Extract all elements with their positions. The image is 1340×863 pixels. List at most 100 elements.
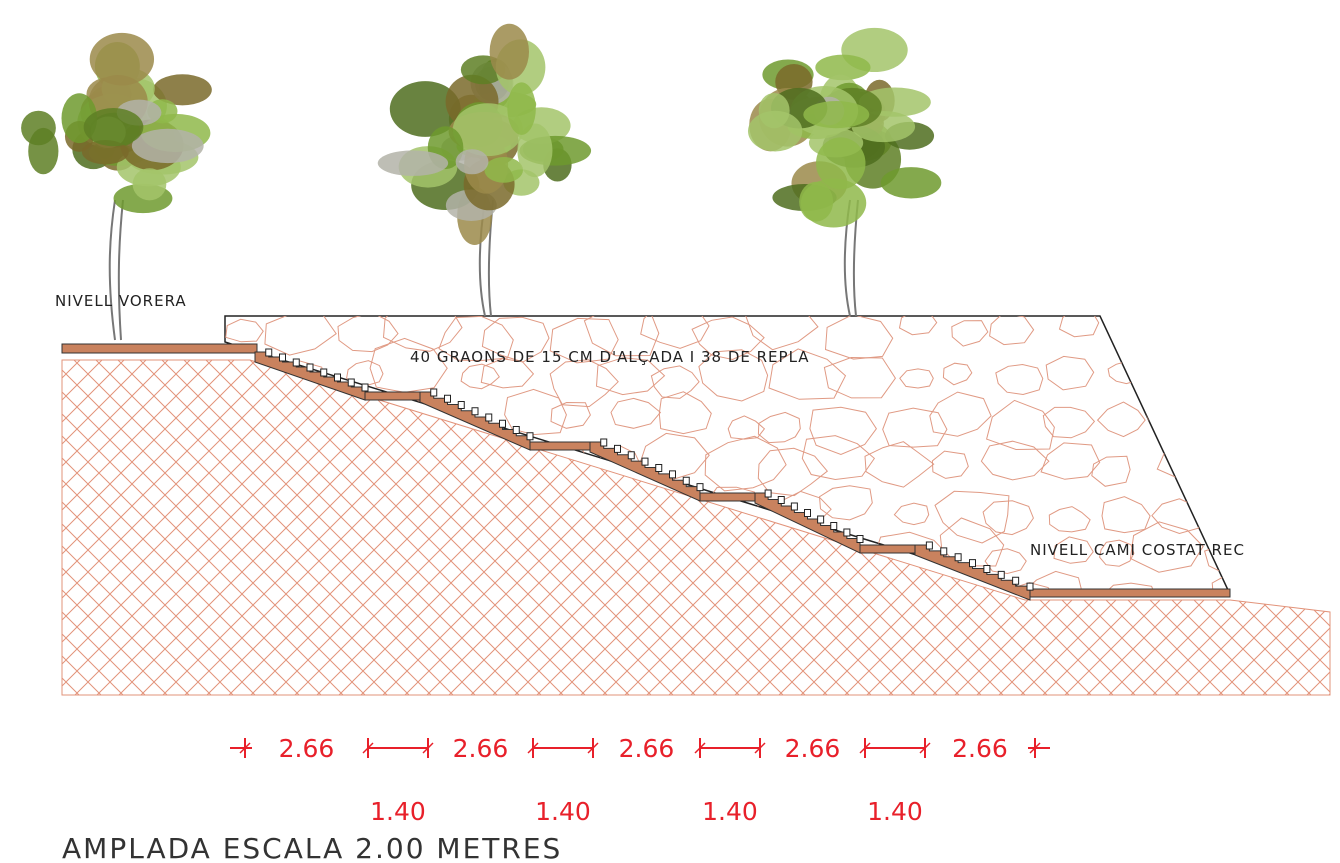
step-nosing bbox=[485, 413, 493, 422]
stone bbox=[745, 316, 819, 351]
step-nosing bbox=[526, 432, 534, 441]
landing-dimension: 1.40 bbox=[867, 797, 923, 826]
stone bbox=[882, 407, 948, 448]
stone bbox=[1100, 582, 1158, 590]
stone bbox=[899, 368, 934, 389]
trunk bbox=[117, 199, 124, 341]
foliage bbox=[484, 157, 524, 183]
stone bbox=[1042, 406, 1096, 439]
stone bbox=[438, 316, 514, 362]
stone bbox=[346, 360, 384, 386]
step-nosing bbox=[512, 426, 520, 434]
foliage bbox=[815, 137, 866, 190]
step-nosing bbox=[279, 353, 286, 362]
stone bbox=[809, 406, 878, 456]
stone bbox=[225, 318, 264, 343]
stone bbox=[480, 358, 535, 389]
foliage bbox=[507, 82, 536, 135]
stone bbox=[1099, 539, 1135, 567]
trunk bbox=[108, 199, 116, 341]
stone bbox=[995, 363, 1044, 396]
step-nosing bbox=[641, 457, 649, 466]
foliage bbox=[803, 101, 870, 129]
flight-dimension: 2.66 bbox=[453, 734, 509, 763]
stone bbox=[550, 401, 591, 429]
stone bbox=[801, 435, 876, 481]
foliage bbox=[799, 181, 834, 222]
flight-dimension: 2.66 bbox=[952, 734, 1008, 763]
flight-dimension: 2.66 bbox=[785, 734, 841, 763]
foliage bbox=[815, 54, 871, 81]
stone bbox=[1216, 400, 1228, 429]
dim-tick bbox=[694, 742, 706, 754]
foliage bbox=[89, 32, 155, 86]
foliage bbox=[153, 74, 212, 106]
step-nosing bbox=[764, 489, 772, 498]
stone bbox=[650, 365, 700, 399]
step-nosing bbox=[1012, 576, 1020, 585]
step-nosing bbox=[925, 541, 933, 550]
stone bbox=[638, 432, 710, 483]
stone bbox=[1021, 570, 1083, 590]
step-nosing bbox=[969, 559, 976, 568]
dim-tick bbox=[919, 742, 931, 754]
step-nosing bbox=[1026, 582, 1034, 591]
dim-tick bbox=[239, 742, 251, 754]
stone bbox=[951, 320, 989, 347]
stone bbox=[727, 415, 766, 440]
stone bbox=[1141, 387, 1216, 436]
path-level-label: NIVELL CAMI COSTAT REC bbox=[1030, 541, 1245, 559]
stone bbox=[1129, 521, 1204, 573]
step-nosing bbox=[361, 383, 369, 392]
flight-dimension: 2.66 bbox=[279, 734, 335, 763]
dim-tick bbox=[587, 742, 599, 754]
stone bbox=[989, 316, 1035, 346]
stone bbox=[1058, 316, 1100, 338]
stone bbox=[481, 316, 550, 363]
flight-dimension: 2.66 bbox=[619, 734, 675, 763]
step-nosing bbox=[983, 565, 991, 573]
stone bbox=[1203, 362, 1228, 401]
step-nosing bbox=[320, 368, 328, 377]
stone bbox=[929, 391, 992, 437]
step-nosing bbox=[292, 358, 300, 367]
stone bbox=[1053, 536, 1094, 564]
stone bbox=[264, 316, 337, 356]
step-nosing bbox=[471, 407, 479, 416]
foliage bbox=[880, 167, 942, 199]
stone bbox=[980, 440, 1050, 481]
landing-dimension: 1.40 bbox=[702, 797, 758, 826]
stone bbox=[369, 337, 448, 393]
stone bbox=[337, 316, 399, 353]
step-nosing bbox=[954, 553, 962, 562]
step-nosing bbox=[696, 483, 704, 492]
stone bbox=[691, 316, 765, 361]
step-nosing bbox=[600, 438, 608, 447]
stone bbox=[595, 357, 666, 396]
steps-note: 40 GRAONS DE 15 CM D'ALÇADA I 38 DE REPL… bbox=[410, 348, 810, 366]
dim-tick bbox=[422, 742, 434, 754]
stone bbox=[549, 359, 619, 408]
stone bbox=[824, 316, 894, 360]
dim-tick bbox=[362, 742, 374, 754]
stone bbox=[984, 548, 1027, 575]
step-nosing bbox=[347, 378, 355, 387]
dim-tick bbox=[1029, 742, 1041, 754]
step-nosing bbox=[790, 502, 798, 511]
foliage bbox=[389, 81, 461, 137]
stone bbox=[549, 317, 619, 364]
step-nosing bbox=[940, 547, 948, 556]
step-nosing bbox=[804, 509, 811, 517]
sidewalk bbox=[61, 343, 258, 354]
stone bbox=[460, 363, 500, 390]
step-nosing bbox=[997, 570, 1005, 579]
step-nosing bbox=[682, 476, 690, 485]
stone bbox=[1045, 355, 1095, 391]
sidewalk-level-label: NIVELL VORERA bbox=[55, 292, 187, 310]
stone bbox=[1048, 506, 1091, 533]
stone bbox=[1203, 543, 1228, 575]
step-nosing bbox=[614, 444, 621, 453]
stone bbox=[1199, 501, 1228, 528]
foliage bbox=[455, 149, 489, 175]
stone bbox=[934, 490, 1010, 544]
